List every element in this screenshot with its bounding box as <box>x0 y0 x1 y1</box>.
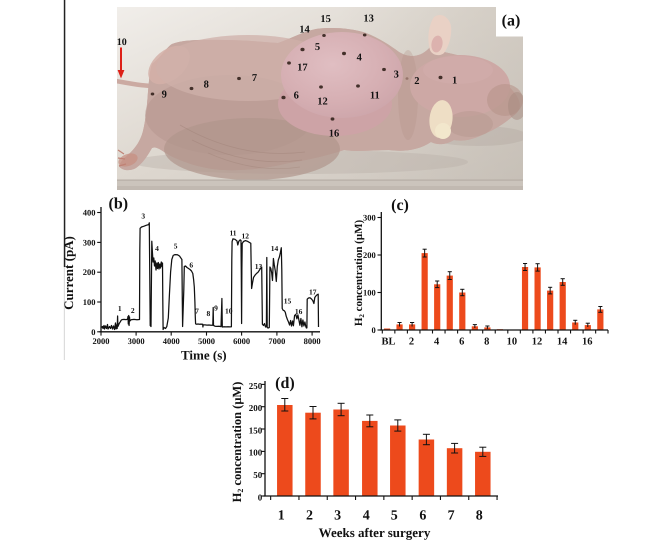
svg-text:100: 100 <box>83 297 96 307</box>
svg-text:14: 14 <box>557 337 568 348</box>
svg-text:8: 8 <box>204 80 209 91</box>
svg-text:300: 300 <box>363 213 376 223</box>
svg-text:10: 10 <box>507 337 518 348</box>
svg-text:8: 8 <box>207 309 211 318</box>
svg-text:4000: 4000 <box>163 336 180 346</box>
svg-text:14: 14 <box>299 25 310 36</box>
svg-text:2: 2 <box>414 76 419 87</box>
svg-text:12: 12 <box>317 97 328 108</box>
svg-text:12: 12 <box>532 337 543 348</box>
svg-text:7000: 7000 <box>268 336 285 346</box>
svg-text:300: 300 <box>83 237 96 247</box>
svg-text:14: 14 <box>271 244 279 253</box>
svg-text:2: 2 <box>131 306 135 315</box>
svg-text:7: 7 <box>252 73 257 84</box>
svg-text:H2 concentration (μM): H2 concentration (μM) <box>230 382 245 503</box>
svg-text:1: 1 <box>278 509 285 524</box>
svg-text:50: 50 <box>253 470 263 480</box>
svg-text:200: 200 <box>363 250 376 260</box>
svg-text:9: 9 <box>162 90 167 101</box>
svg-text:12: 12 <box>242 231 250 240</box>
svg-text:6: 6 <box>294 90 299 101</box>
svg-text:16: 16 <box>582 337 593 348</box>
svg-text:6: 6 <box>459 337 464 348</box>
svg-text:0: 0 <box>372 325 376 335</box>
svg-text:0: 0 <box>258 492 263 502</box>
svg-text:Time (s): Time (s) <box>181 348 227 363</box>
svg-text:1: 1 <box>452 75 457 86</box>
svg-text:1: 1 <box>118 304 122 313</box>
svg-text:7: 7 <box>195 307 199 316</box>
svg-text:11: 11 <box>229 229 236 238</box>
svg-text:15: 15 <box>320 14 331 25</box>
svg-text:2: 2 <box>306 509 313 524</box>
svg-text:Weeks after surgery: Weeks after surgery <box>319 525 431 540</box>
svg-text:6: 6 <box>189 261 193 270</box>
svg-text:100: 100 <box>249 448 263 458</box>
svg-text:2000: 2000 <box>93 336 110 346</box>
svg-text:7: 7 <box>448 509 455 524</box>
svg-text:150: 150 <box>249 425 263 435</box>
svg-text:(a): (a) <box>502 12 521 29</box>
svg-text:200: 200 <box>249 403 263 413</box>
svg-text:2: 2 <box>409 337 414 348</box>
svg-text:9: 9 <box>214 304 218 313</box>
svg-text:10: 10 <box>117 37 127 48</box>
svg-text:250: 250 <box>249 381 263 391</box>
svg-text:H2 concentration (μM): H2 concentration (μM) <box>353 220 366 327</box>
svg-text:0: 0 <box>91 327 95 337</box>
svg-text:8: 8 <box>476 509 483 524</box>
svg-text:3: 3 <box>334 509 341 524</box>
svg-text:5: 5 <box>174 242 178 251</box>
svg-text:(c): (c) <box>391 197 409 214</box>
svg-text:400: 400 <box>83 208 96 218</box>
svg-text:BL: BL <box>381 337 395 348</box>
svg-text:11: 11 <box>370 91 380 102</box>
svg-text:(b): (b) <box>109 196 129 213</box>
svg-text:3: 3 <box>141 212 145 221</box>
svg-text:8000: 8000 <box>304 336 321 346</box>
svg-text:15: 15 <box>284 296 292 305</box>
svg-text:13: 13 <box>255 262 263 271</box>
svg-text:3: 3 <box>394 69 399 80</box>
svg-text:4: 4 <box>363 509 370 524</box>
svg-text:17: 17 <box>309 288 317 297</box>
svg-text:13: 13 <box>363 13 374 24</box>
svg-text:10: 10 <box>225 307 233 316</box>
svg-text:(d): (d) <box>275 375 295 392</box>
svg-text:6000: 6000 <box>233 336 250 346</box>
svg-text:16: 16 <box>329 128 340 139</box>
svg-text:8: 8 <box>484 337 489 348</box>
svg-text:5000: 5000 <box>198 336 215 346</box>
svg-text:5: 5 <box>391 509 398 524</box>
svg-text:4: 4 <box>434 337 440 348</box>
svg-text:4: 4 <box>357 53 363 64</box>
svg-text:17: 17 <box>297 63 308 74</box>
svg-text:Current (pA): Current (pA) <box>61 236 76 310</box>
svg-text:3000: 3000 <box>128 336 145 346</box>
svg-text:100: 100 <box>363 288 376 298</box>
svg-text:5: 5 <box>315 42 320 53</box>
svg-text:6: 6 <box>419 509 426 524</box>
svg-text:4: 4 <box>155 244 159 253</box>
svg-text:16: 16 <box>295 307 303 316</box>
svg-text:200: 200 <box>83 267 96 277</box>
